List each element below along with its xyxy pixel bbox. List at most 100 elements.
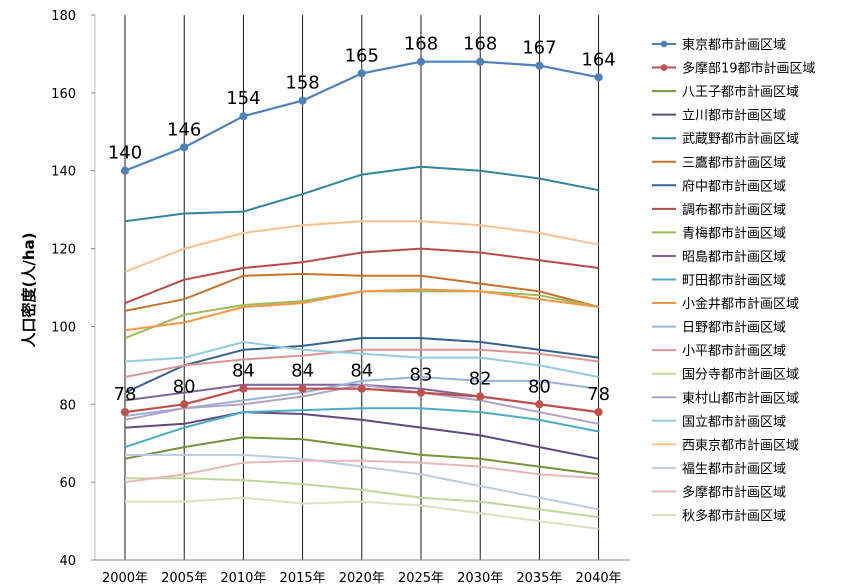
data-label: 165	[345, 45, 379, 66]
x-tick-label: 2015年	[280, 571, 326, 585]
data-point	[180, 400, 189, 409]
x-tick-label: 2005年	[161, 571, 207, 585]
series-line	[124, 288, 599, 332]
legend-label: 東村山都市計画区域	[682, 390, 799, 406]
legend-label: 立川都市計画区域	[682, 108, 786, 124]
data-label: 78	[587, 384, 610, 405]
data-point	[239, 112, 248, 121]
axes: 40 60 80 100 120 140 160 180 2000年 2005年 2010年 2015…	[51, 9, 630, 585]
legend-item: 多摩部19都市計画区域	[652, 61, 816, 77]
legend-item: 東京都市計画区域	[652, 37, 786, 53]
grid-lines	[124, 15, 600, 560]
data-point	[476, 392, 485, 401]
data-point	[180, 143, 189, 152]
legend-label: 西東京都市計画区域	[682, 437, 799, 453]
data-label: 168	[404, 34, 438, 55]
data-point	[416, 57, 426, 66]
legend-item: 昭島都市計画区域	[652, 249, 786, 265]
legend-item: 武蔵野都市計画区域	[652, 131, 799, 147]
data-label: 164	[581, 49, 615, 70]
legend-label: 福生都市計画区域	[682, 461, 786, 477]
data-point	[594, 407, 603, 417]
legend-item: 西東京都市計画区域	[652, 437, 799, 453]
data-label: 80	[528, 376, 551, 397]
legend-label: 秋多都市計画区域	[682, 508, 786, 524]
data-label: 78	[114, 384, 137, 405]
series-line	[124, 165, 599, 223]
legend-label: 日野都市計画区域	[682, 320, 786, 336]
data-point	[535, 61, 544, 70]
series-line	[124, 220, 599, 273]
data-label: 84	[232, 361, 255, 382]
y-axis-label: 人口密度(人/ha)	[20, 233, 38, 348]
legend-item: 府中都市計画区域	[652, 178, 786, 194]
legend-item: 小平都市計画区域	[652, 343, 786, 359]
data-point	[298, 384, 307, 393]
data-label: 80	[173, 376, 196, 397]
y-tick-label: 120	[51, 243, 76, 258]
legend-label: 東京都市計画区域	[682, 37, 786, 53]
data-point	[120, 407, 130, 417]
legend-item: 秋多都市計画区域	[652, 508, 786, 524]
x-tick-label: 2010年	[220, 571, 266, 585]
series-line	[124, 272, 599, 312]
series-line	[124, 376, 599, 417]
data-label: 140	[108, 143, 142, 164]
legend-label: 国立都市計画区域	[682, 414, 786, 430]
data-label: 84	[291, 361, 314, 382]
data-label: 82	[469, 369, 492, 390]
series-line	[125, 496, 599, 530]
data-label: 167	[522, 38, 556, 59]
series-line	[124, 407, 599, 449]
data-point	[535, 400, 544, 409]
legend-item: 国分寺都市計画区域	[652, 367, 799, 383]
legend-label: 府中都市計画区域	[682, 178, 786, 194]
data-labels: 140 146 154 158 165 168 168 167 164 78 80 84 84 84 83 8…	[108, 34, 616, 405]
legend-marker	[660, 64, 668, 71]
legend-item: 青梅都市計画区域	[652, 225, 786, 241]
x-tick-label: 2020年	[339, 571, 385, 585]
data-label: 168	[463, 34, 497, 55]
data-point	[357, 69, 366, 78]
legend-item: 調布都市計画区域	[652, 202, 786, 218]
series-line	[124, 411, 599, 460]
legend-item: 小金井都市計画区域	[652, 296, 799, 312]
legend-label: 国分寺都市計画区域	[682, 367, 799, 383]
y-tick-label: 140	[51, 165, 76, 180]
series-line	[125, 453, 599, 511]
data-point	[120, 166, 130, 175]
y-tick-label: 80	[59, 398, 76, 413]
data-point	[476, 57, 485, 66]
legend-item: 日野都市計画区域	[652, 320, 786, 336]
legend-label: 武蔵野都市計画区域	[682, 131, 799, 147]
y-tick-label: 180	[51, 9, 76, 24]
x-tick-label: 2000年	[102, 571, 148, 585]
series-line	[124, 247, 599, 305]
x-tick-label: 2035年	[516, 571, 562, 585]
series-line	[124, 348, 599, 378]
legend-item: 国立都市計画区域	[652, 414, 786, 430]
data-label: 158	[285, 73, 319, 94]
y-tick-label: 40	[59, 554, 76, 569]
legend-label: 調布都市計画区域	[682, 202, 786, 218]
series-line	[124, 337, 599, 394]
series-line	[124, 341, 599, 378]
data-point	[239, 384, 248, 393]
data-point	[298, 96, 307, 105]
series-line	[125, 477, 599, 519]
legend-item: 町田都市計画区域	[652, 273, 786, 289]
legend-label: 三鷹都市計画区域	[682, 155, 786, 171]
legend-item: 多摩都市計画区域	[652, 484, 786, 500]
legend: 東京都市計画区域多摩部19都市計画区域八王子都市計画区域立川都市計画区域武蔵野都…	[652, 37, 816, 524]
data-point	[416, 388, 426, 397]
legend-item: 立川都市計画区域	[652, 108, 786, 124]
series-line	[124, 436, 599, 476]
legend-label: 多摩部19都市計画区域	[682, 61, 816, 77]
data-point	[357, 384, 366, 393]
legend-label: 多摩都市計画区域	[682, 484, 786, 500]
x-tick-label: 2030年	[457, 571, 503, 585]
legend-item: 八王子都市計画区域	[652, 84, 799, 100]
legend-label: 青梅都市計画区域	[682, 225, 786, 241]
y-tick-label: 60	[59, 476, 76, 491]
